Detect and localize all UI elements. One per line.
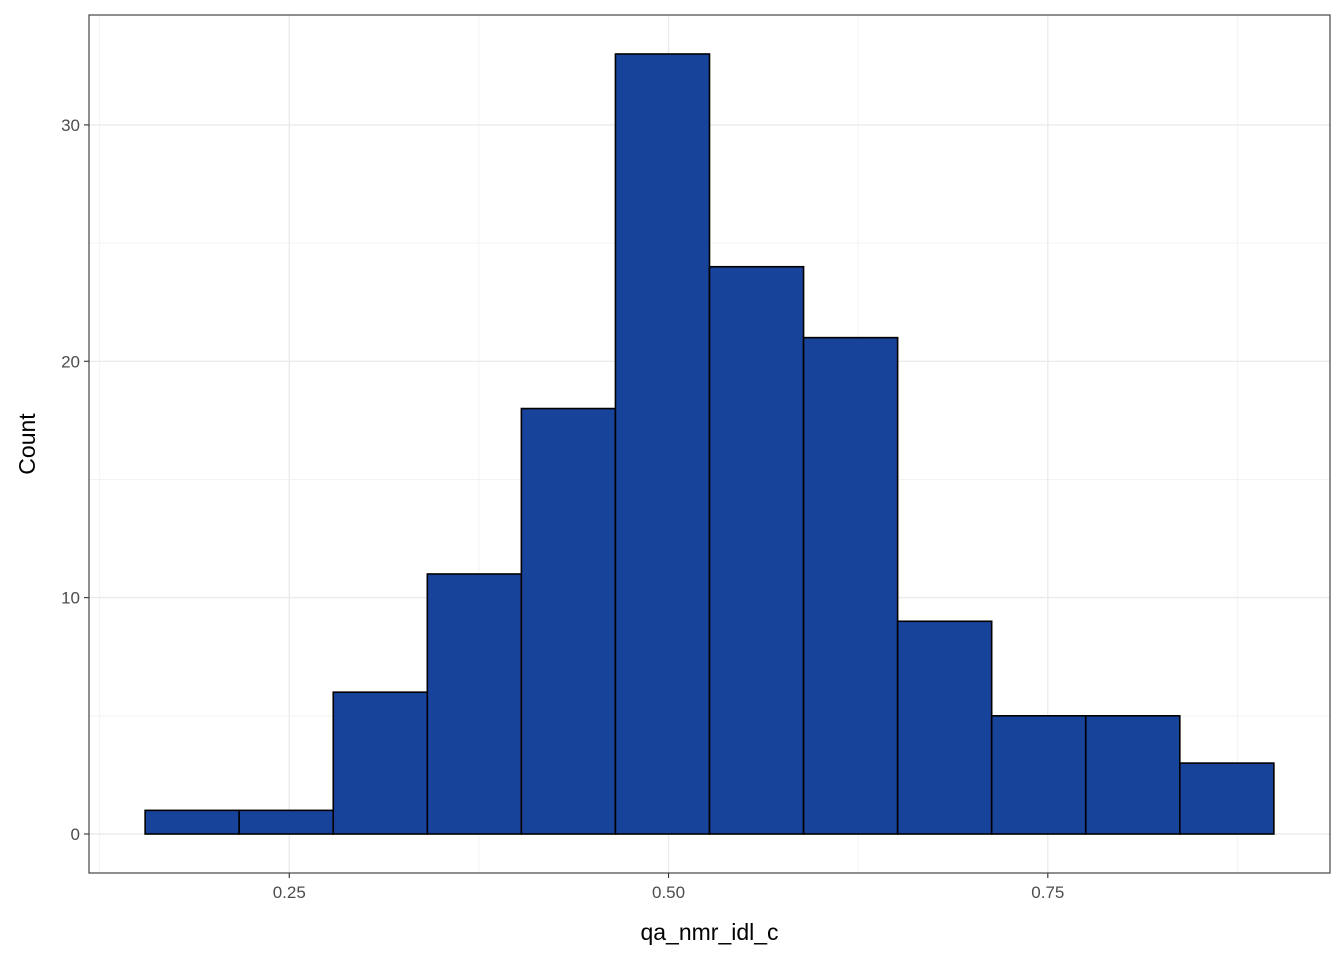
histogram-bar <box>614 53 711 835</box>
histogram-bar <box>520 407 617 835</box>
y-tick-label: 10 <box>61 589 80 608</box>
panel-border <box>88 14 1331 874</box>
x-tick-label: 0.75 <box>1031 883 1064 902</box>
histogram-bar <box>332 691 429 835</box>
y-axis-title: Count <box>14 413 40 475</box>
histogram-bar <box>896 620 993 835</box>
x-axis-title: qa_nmr_idl_c <box>640 919 778 945</box>
histogram-bar <box>238 809 335 835</box>
y-tick-label: 0 <box>71 825 80 844</box>
x-tick-label: 0.50 <box>652 883 685 902</box>
x-axis: 0.25 0.50 0.75 <box>273 873 1064 902</box>
y-tick-label: 30 <box>61 116 80 135</box>
histogram-bar <box>144 809 240 835</box>
histogram-bar <box>990 715 1087 835</box>
histogram-bar <box>1084 715 1181 835</box>
x-tick-label: 0.25 <box>273 883 306 902</box>
histogram-bar <box>426 573 523 835</box>
histogram-bar <box>802 336 899 835</box>
histogram-bar <box>1179 762 1275 835</box>
histogram-bar <box>708 265 805 835</box>
y-axis: 0 10 20 30 <box>61 116 89 844</box>
histogram-bars <box>144 53 1275 835</box>
y-tick-label: 20 <box>61 352 80 371</box>
